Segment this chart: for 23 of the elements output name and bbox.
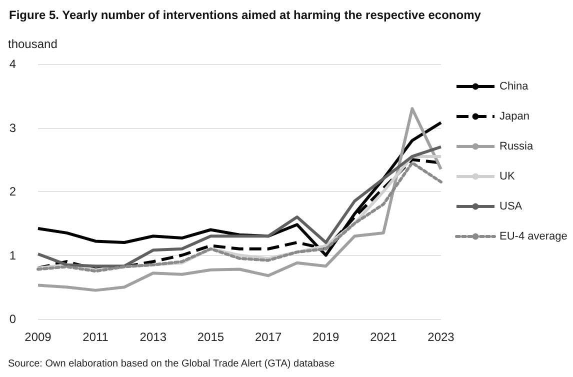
y-tick-label: 0: [9, 312, 16, 326]
x-tick-label: 2011: [82, 330, 109, 344]
legend-label: Russia: [500, 140, 534, 152]
legend-label: USA: [500, 200, 523, 212]
x-tick-label: 2009: [24, 330, 52, 344]
legend-label: UK: [500, 170, 516, 182]
source-note: Source: Own elaboration based on the Global Trade Alert (GTA) database: [8, 358, 336, 370]
y-tick-label: 1: [9, 248, 16, 262]
legend-label: China: [500, 80, 530, 92]
y-tick-label: 3: [9, 120, 16, 135]
legend-label: Japan: [500, 110, 530, 122]
legend-label: EU-4 average: [500, 230, 568, 242]
x-tick-label: 2015: [197, 330, 224, 344]
x-tick-label: 2019: [312, 330, 340, 344]
line-series: [36, 107, 442, 292]
y-tick-label: 4: [9, 57, 16, 71]
y-tick-label: 2: [9, 184, 16, 198]
y-axis-title: thousand: [8, 37, 58, 51]
x-tick-label: 2013: [140, 330, 167, 344]
x-tick-label: 2021: [370, 330, 398, 344]
chart-title: Figure 5. Yearly number of interventions aimed at harming the respective economy: [9, 8, 482, 22]
x-tick-label: 2023: [428, 330, 455, 344]
x-tick-label: 2017: [254, 330, 282, 344]
